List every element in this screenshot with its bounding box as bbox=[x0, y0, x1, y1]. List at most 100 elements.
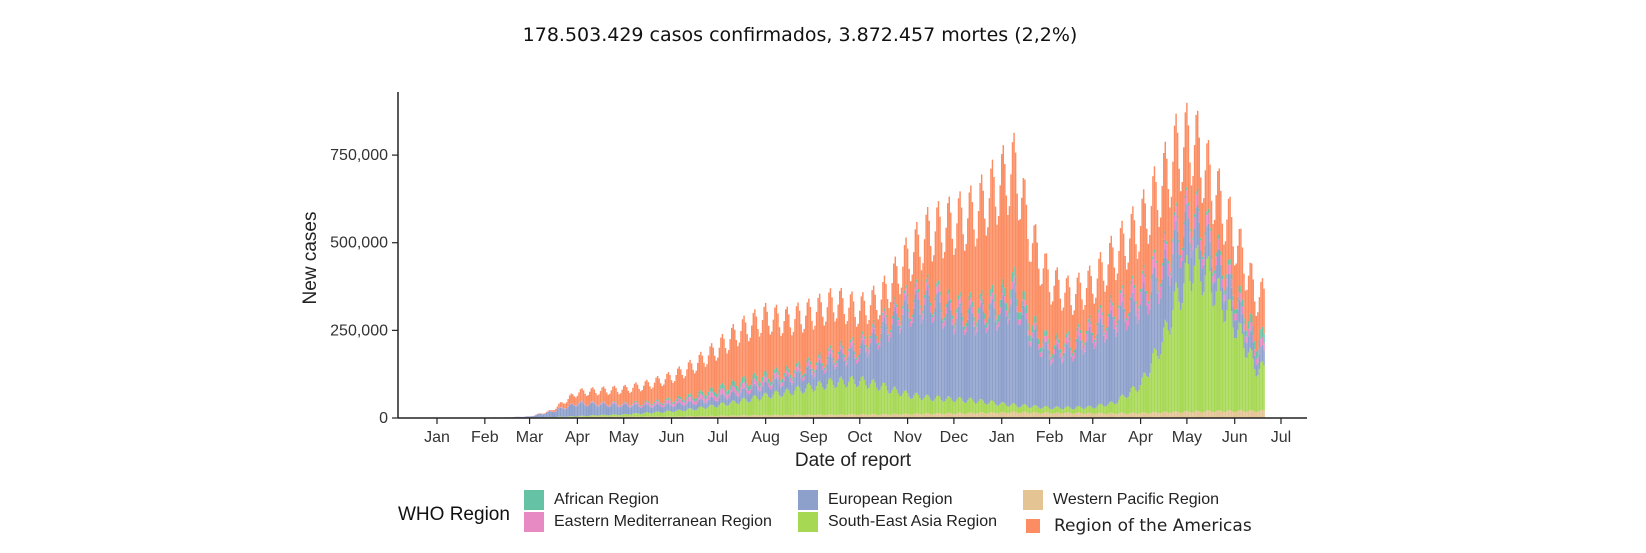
bar-segment-1-day-206 bbox=[768, 396, 770, 416]
bar-segment-3-day-226 bbox=[798, 368, 801, 373]
bar-segment-4-day-464 bbox=[1166, 241, 1168, 245]
bar-segment-3-day-82 bbox=[576, 405, 579, 406]
bar-segment-1-day-484 bbox=[1196, 245, 1199, 411]
bar-segment-3-day-356 bbox=[999, 307, 1001, 314]
bar-segment-0-day-181 bbox=[729, 415, 731, 418]
bar-segment-1-day-381 bbox=[1038, 407, 1040, 414]
bar-segment-1-day-443 bbox=[1133, 387, 1136, 413]
bar-segment-0-day-255 bbox=[843, 414, 846, 418]
bar-segment-5-day-403 bbox=[1071, 314, 1074, 354]
bar-segment-0-day-333 bbox=[963, 414, 966, 418]
bar-segment-1-day-375 bbox=[1028, 408, 1031, 414]
bar-segment-2-day-222 bbox=[792, 383, 795, 395]
bar-segment-3-day-216 bbox=[783, 376, 785, 381]
bar-segment-2-day-374 bbox=[1027, 335, 1029, 408]
bar-segment-3-day-192 bbox=[746, 388, 748, 393]
bar-segment-5-day-217 bbox=[784, 309, 787, 368]
bar-segment-3-day-329 bbox=[957, 299, 960, 307]
bar-segment-4-day-392 bbox=[1054, 335, 1057, 341]
bar-segment-5-day-509 bbox=[1235, 263, 1237, 309]
bar-segment-1-day-284 bbox=[888, 393, 890, 415]
bar-segment-0-day-229 bbox=[803, 415, 805, 418]
bar-segment-0-day-367 bbox=[1016, 412, 1018, 418]
bar-segment-0-day-159 bbox=[695, 416, 697, 418]
bar-segment-2-day-240 bbox=[820, 363, 822, 384]
bar-segment-2-day-504 bbox=[1227, 274, 1230, 300]
bar-segment-5-day-363 bbox=[1010, 174, 1012, 291]
bar-segment-4-day-484 bbox=[1196, 188, 1199, 192]
bar-segment-1-day-384 bbox=[1042, 407, 1045, 413]
bar-segment-3-day-124 bbox=[641, 405, 643, 408]
bar-segment-1-day-498 bbox=[1218, 277, 1221, 411]
bar-segment-3-day-230 bbox=[805, 369, 807, 374]
bar-segment-3-day-96 bbox=[598, 405, 600, 407]
bar-segment-3-day-427 bbox=[1109, 302, 1111, 314]
bar-segment-5-day-86 bbox=[582, 390, 585, 403]
x-tick-label-2: Mar bbox=[516, 429, 544, 446]
bar-segment-2-day-170 bbox=[712, 397, 714, 406]
bar-segment-0-day-406 bbox=[1076, 412, 1079, 418]
bar-segment-4-day-257 bbox=[846, 357, 849, 361]
bar-segment-3-day-135 bbox=[658, 401, 660, 405]
bar-segment-5-day-426 bbox=[1107, 264, 1109, 314]
bar-segment-1-day-274 bbox=[872, 379, 875, 414]
bar-segment-0-day-388 bbox=[1048, 413, 1051, 418]
bar-segment-0-day-377 bbox=[1031, 412, 1034, 418]
legend-swatch bbox=[524, 490, 544, 510]
bar-segment-3-day-80 bbox=[573, 405, 576, 406]
bar-segment-5-day-180 bbox=[727, 350, 730, 390]
bar-segment-3-day-98 bbox=[601, 401, 603, 404]
bar-segment-3-day-293 bbox=[902, 308, 904, 315]
bar-segment-1-day-451 bbox=[1146, 375, 1148, 414]
bar-segment-5-day-294 bbox=[903, 245, 906, 291]
bar-segment-2-day-261 bbox=[852, 350, 855, 380]
bar-segment-2-day-520 bbox=[1252, 342, 1254, 359]
bar-segment-5-day-258 bbox=[848, 307, 850, 349]
bar-segment-3-day-292 bbox=[900, 323, 903, 329]
bar-segment-2-day-250 bbox=[835, 366, 838, 387]
bar-segment-3-day-490 bbox=[1206, 215, 1208, 227]
bar-segment-2-day-335 bbox=[967, 319, 969, 401]
bar-segment-3-day-186 bbox=[737, 392, 739, 398]
bar-segment-0-day-432 bbox=[1116, 413, 1119, 418]
bar-segment-0-day-288 bbox=[894, 413, 896, 418]
bar-segment-0-day-264 bbox=[857, 414, 859, 418]
bar-segment-1-day-295 bbox=[905, 390, 907, 414]
bar-segment-4-day-174 bbox=[718, 388, 721, 394]
bar-segment-5-day-197 bbox=[754, 309, 756, 373]
bar-segment-3-day-289 bbox=[896, 307, 898, 314]
bar-segment-2-day-153 bbox=[686, 403, 688, 410]
bar-segment-2-day-166 bbox=[706, 402, 708, 409]
bar-segment-3-day-320 bbox=[943, 320, 946, 327]
bar-segment-0-day-386 bbox=[1045, 412, 1048, 418]
bar-segment-4-day-215 bbox=[781, 378, 784, 383]
bar-segment-4-day-440 bbox=[1129, 297, 1131, 301]
bar-segment-1-day-147 bbox=[676, 409, 679, 417]
bar-segment-3-day-138 bbox=[663, 404, 665, 407]
bar-segment-0-day-166 bbox=[706, 416, 708, 418]
bar-segment-5-day-313 bbox=[933, 255, 935, 312]
bar-segment-5-day-391 bbox=[1053, 285, 1055, 346]
bar-segment-5-day-418 bbox=[1095, 297, 1097, 336]
bar-segment-4-day-364 bbox=[1011, 272, 1014, 282]
bar-segment-2-day-129 bbox=[649, 406, 651, 414]
bar-segment-4-day-206 bbox=[768, 378, 770, 383]
bar-segment-2-day-111 bbox=[621, 405, 623, 415]
bar-segment-2-day-387 bbox=[1047, 349, 1049, 407]
bar-segment-4-day-267 bbox=[862, 331, 864, 335]
bar-segment-4-day-394 bbox=[1058, 339, 1060, 344]
bar-segment-0-day-339 bbox=[973, 413, 975, 418]
bar-segment-3-day-402 bbox=[1070, 350, 1072, 357]
bar-segment-4-day-454 bbox=[1150, 276, 1153, 279]
bar-segment-1-day-442 bbox=[1132, 385, 1134, 413]
bar-segment-5-day-108 bbox=[616, 391, 619, 405]
bar-segment-1-day-129 bbox=[649, 413, 651, 417]
bar-segment-3-day-487 bbox=[1201, 259, 1204, 269]
bar-segment-2-day-295 bbox=[905, 295, 907, 391]
bar-segment-4-day-451 bbox=[1146, 291, 1148, 294]
bar-segment-3-day-355 bbox=[997, 321, 1000, 327]
bar-segment-1-day-345 bbox=[982, 400, 984, 413]
bar-segment-4-day-259 bbox=[849, 339, 852, 343]
bar-segment-3-day-299 bbox=[911, 317, 913, 323]
bar-segment-0-day-414 bbox=[1088, 412, 1091, 418]
